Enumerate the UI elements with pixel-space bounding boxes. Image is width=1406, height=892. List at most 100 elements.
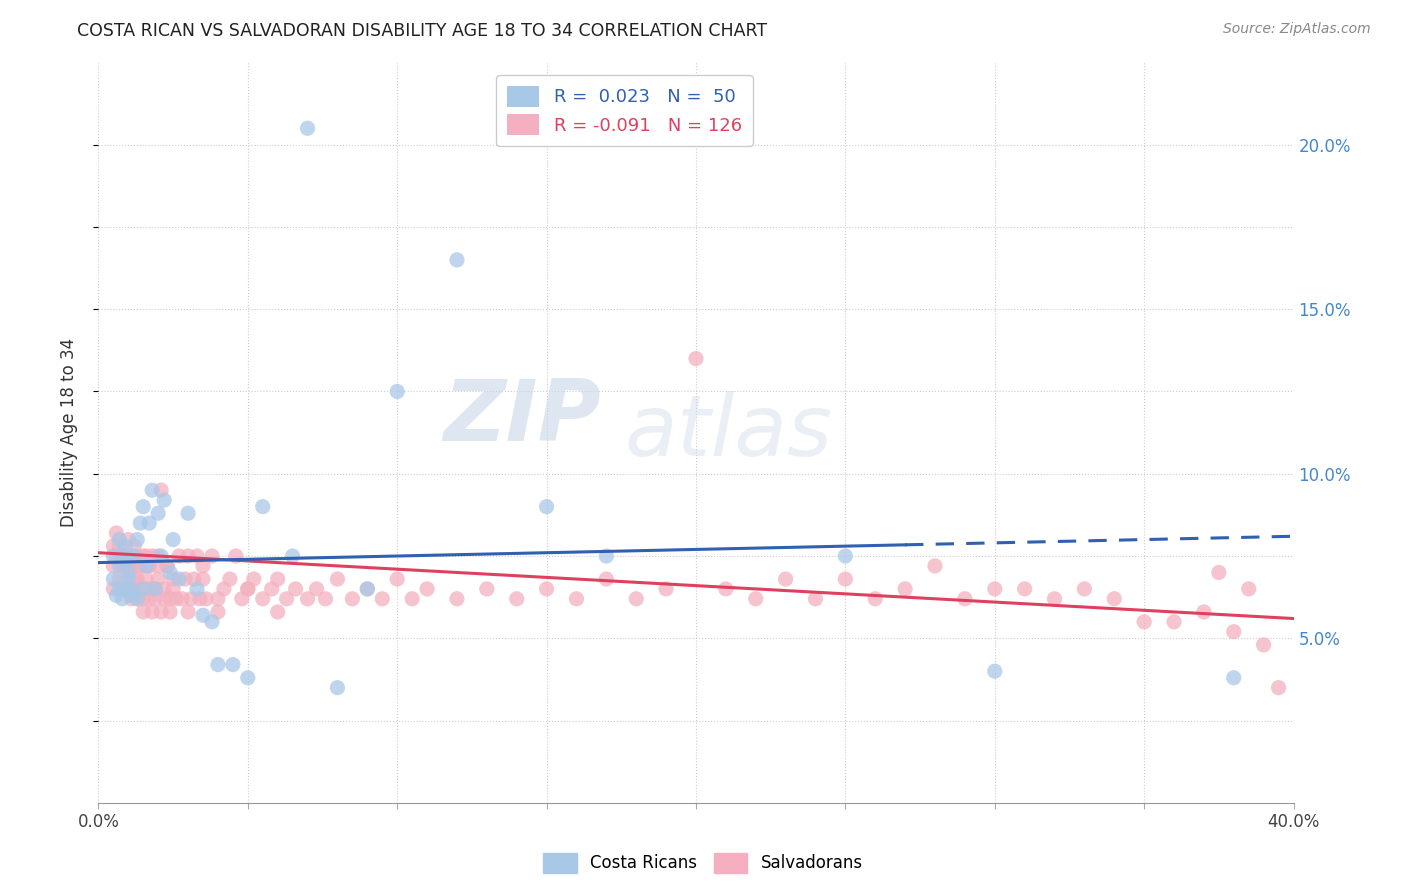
- Point: [356, 582, 378, 596]
- Point: [103, 572, 125, 586]
- Point: [1237, 582, 1260, 596]
- Point: [150, 483, 173, 498]
- Point: [1192, 605, 1215, 619]
- Point: [114, 572, 136, 586]
- Point: [252, 591, 274, 606]
- Point: [804, 591, 827, 606]
- Point: [201, 615, 224, 629]
- Point: [267, 572, 290, 586]
- Point: [172, 591, 194, 606]
- Point: [506, 591, 529, 606]
- Point: [267, 605, 290, 619]
- Point: [162, 582, 184, 596]
- Y-axis label: Disability Age 18 to 34: Disability Age 18 to 34: [59, 338, 77, 527]
- Point: [401, 591, 423, 606]
- Point: [138, 558, 160, 573]
- Point: [385, 384, 409, 399]
- Point: [132, 500, 155, 514]
- Point: [129, 516, 152, 530]
- Point: [186, 582, 208, 596]
- Point: [117, 533, 139, 547]
- Point: [276, 591, 298, 606]
- Point: [129, 558, 152, 573]
- Point: [111, 558, 134, 573]
- Point: [225, 549, 247, 563]
- Point: [626, 591, 648, 606]
- Point: [127, 572, 149, 586]
- Point: [416, 582, 439, 596]
- Point: [114, 539, 136, 553]
- Point: [143, 591, 166, 606]
- Point: [132, 605, 155, 619]
- Point: [191, 572, 214, 586]
- Text: atlas: atlas: [624, 391, 832, 475]
- Point: [165, 591, 187, 606]
- Point: [1014, 582, 1036, 596]
- Point: [153, 493, 176, 508]
- Point: [117, 552, 139, 566]
- Point: [141, 483, 163, 498]
- Point: [305, 582, 328, 596]
- Point: [894, 582, 917, 596]
- Point: [284, 582, 307, 596]
- Point: [536, 582, 558, 596]
- Point: [138, 516, 160, 530]
- Point: [159, 566, 181, 580]
- Point: [108, 572, 131, 586]
- Point: [475, 582, 498, 596]
- Point: [446, 591, 468, 606]
- Point: [446, 252, 468, 267]
- Point: [167, 549, 190, 563]
- Point: [127, 549, 149, 563]
- Point: [111, 591, 134, 606]
- Point: [108, 533, 131, 547]
- Point: [162, 533, 184, 547]
- Point: [834, 572, 856, 586]
- Point: [536, 500, 558, 514]
- Point: [356, 582, 378, 596]
- Point: [120, 549, 142, 563]
- Point: [1223, 671, 1246, 685]
- Point: [135, 549, 157, 563]
- Point: [141, 582, 163, 596]
- Point: [865, 591, 887, 606]
- Text: COSTA RICAN VS SALVADORAN DISABILITY AGE 18 TO 34 CORRELATION CHART: COSTA RICAN VS SALVADORAN DISABILITY AGE…: [77, 22, 768, 40]
- Point: [156, 558, 179, 573]
- Point: [984, 582, 1007, 596]
- Point: [127, 591, 149, 606]
- Point: [186, 549, 208, 563]
- Point: [1073, 582, 1095, 596]
- Point: [685, 351, 707, 366]
- Point: [1208, 566, 1230, 580]
- Point: [201, 549, 224, 563]
- Point: [111, 558, 134, 573]
- Point: [834, 549, 856, 563]
- Point: [143, 582, 166, 596]
- Point: [167, 572, 190, 586]
- Point: [150, 605, 173, 619]
- Point: [117, 566, 139, 580]
- Point: [595, 572, 617, 586]
- Point: [105, 549, 128, 563]
- Point: [105, 526, 128, 541]
- Point: [156, 558, 179, 573]
- Point: [153, 582, 176, 596]
- Point: [243, 572, 266, 586]
- Point: [1133, 615, 1156, 629]
- Point: [1043, 591, 1066, 606]
- Point: [120, 558, 142, 573]
- Text: ZIP: ZIP: [443, 376, 600, 459]
- Point: [188, 591, 211, 606]
- Point: [1253, 638, 1275, 652]
- Point: [148, 549, 170, 563]
- Point: [565, 591, 588, 606]
- Point: [191, 608, 214, 623]
- Point: [297, 591, 319, 606]
- Point: [180, 591, 202, 606]
- Point: [153, 591, 176, 606]
- Point: [1267, 681, 1289, 695]
- Point: [207, 591, 229, 606]
- Point: [207, 605, 229, 619]
- Point: [129, 558, 152, 573]
- Point: [219, 572, 242, 586]
